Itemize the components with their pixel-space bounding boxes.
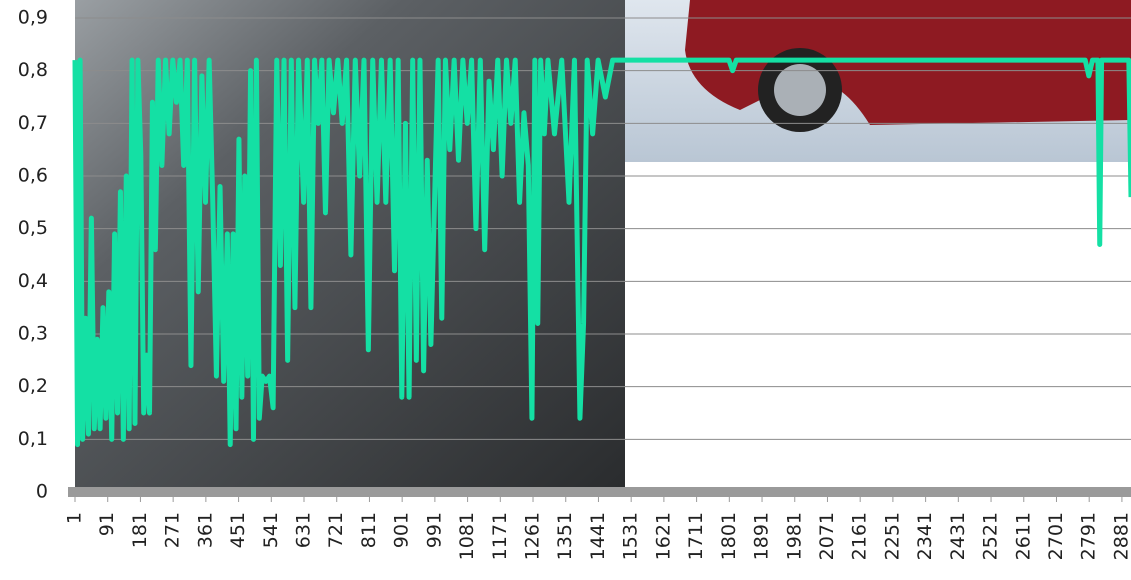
x-tick-label: 451: [227, 512, 249, 548]
x-tick-label: 1171: [489, 512, 511, 560]
x-tick-label: 2521: [980, 512, 1002, 560]
x-tick-label: 181: [129, 512, 151, 548]
x-tick-label: 361: [194, 512, 216, 548]
x-tick-label: 2071: [816, 512, 838, 560]
x-tick-label: 631: [293, 512, 315, 548]
x-tick-label: 2341: [914, 512, 936, 560]
x-tick-label: 2161: [849, 512, 871, 560]
x-tick-label: 2611: [1012, 512, 1034, 560]
x-tick-label: 1261: [522, 512, 544, 560]
y-tick-label: 0,7: [18, 112, 48, 134]
x-tick-label: 1891: [751, 512, 773, 560]
chart: 0 0,1 0,2 0,3 0,4 0,5 0,6 0,7 0,8 0,9 1 91 181 271 361…: [0, 0, 1131, 576]
x-tick-label: 1621: [652, 512, 674, 560]
y-tick-label: 0,2: [18, 375, 48, 397]
x-axis-bar: [68, 487, 1131, 497]
y-tick-label: 0,6: [18, 165, 48, 187]
x-tick-label: 721: [325, 512, 347, 548]
x-tick-label: 541: [260, 512, 282, 548]
page: {"chart_data": {"type": "line", "x": [1,…: [0, 0, 1131, 576]
x-tick-label: 1081: [456, 512, 478, 560]
x-tick-label: 1441: [587, 512, 609, 560]
y-tick-label: 0,5: [18, 217, 48, 239]
x-tick-label: 1: [64, 512, 86, 524]
x-tick-label: 901: [391, 512, 413, 548]
y-tick-label: 0,9: [18, 7, 48, 29]
x-tick-label: 2881: [1110, 512, 1131, 560]
x-tick-label: 91: [96, 512, 118, 536]
y-tick-label: 0,1: [18, 428, 48, 450]
x-tick-label: 271: [162, 512, 184, 548]
x-tick-label: 811: [358, 512, 380, 548]
car-rim: [774, 64, 826, 116]
x-tick-label: 1801: [718, 512, 740, 560]
y-tick-label: 0,8: [18, 59, 48, 81]
x-tick-label: 2791: [1078, 512, 1100, 560]
x-tick-label: 2701: [1045, 512, 1067, 560]
x-tick-label: 1981: [783, 512, 805, 560]
y-tick-label: 0,3: [18, 323, 48, 345]
y-tick-label: 0,4: [18, 270, 48, 292]
y-tick-label: 0: [36, 481, 48, 503]
x-tick-label: 1531: [620, 512, 642, 560]
x-tick-label: 2251: [881, 512, 903, 560]
x-tick-label: 991: [423, 512, 445, 548]
x-tick-label: 1711: [685, 512, 707, 560]
x-tick-label: 2431: [947, 512, 969, 560]
x-tick-label: 1351: [554, 512, 576, 560]
